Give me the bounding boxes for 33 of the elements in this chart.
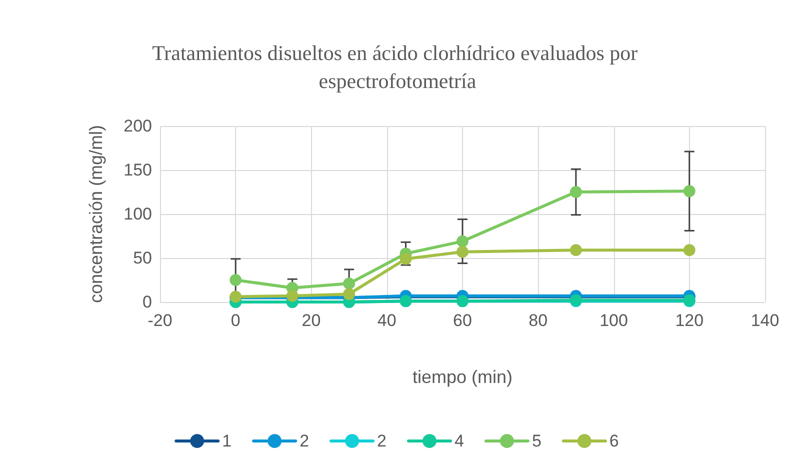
point (456, 246, 468, 258)
x-tick-label: -20 (148, 311, 172, 330)
y-tick-label: 100 (124, 204, 152, 224)
point (343, 278, 356, 290)
y-axis-title: concentración (mg/ml) (86, 124, 106, 304)
point (683, 185, 696, 198)
x-tick-label: 80 (528, 311, 548, 330)
y-tick-label: 50 (133, 248, 152, 268)
x-tick-label: 0 (230, 311, 240, 330)
legend-label: 2 (300, 432, 310, 450)
point (230, 274, 242, 286)
legend-label: 1 (222, 432, 232, 450)
legend-label: 2 (377, 432, 387, 450)
point (456, 235, 468, 248)
y-tick-label: 0 (142, 292, 152, 312)
legend-label: 5 (532, 432, 542, 450)
legend-label: 6 (609, 432, 619, 450)
legend-label: 4 (454, 432, 464, 450)
x-tick-label: 120 (675, 311, 704, 330)
point (400, 252, 412, 265)
chart-title: Tratamientos disueltos en ácido clorhídrico evaluados por espectrofotometría (152, 41, 643, 93)
x-tick-label: 40 (377, 311, 396, 330)
point (570, 244, 582, 256)
x-tick-label: 20 (302, 311, 321, 330)
y-tick-label: 150 (124, 160, 152, 180)
x-axis-title: tiempo (min) (412, 367, 513, 387)
x-tick-label: 100 (600, 311, 628, 330)
point (570, 186, 582, 198)
x-tick-label: 140 (750, 311, 780, 330)
point (683, 244, 696, 256)
point (343, 288, 356, 300)
y-tick-label: 200 (124, 116, 152, 136)
x-tick-label: 60 (453, 311, 472, 330)
